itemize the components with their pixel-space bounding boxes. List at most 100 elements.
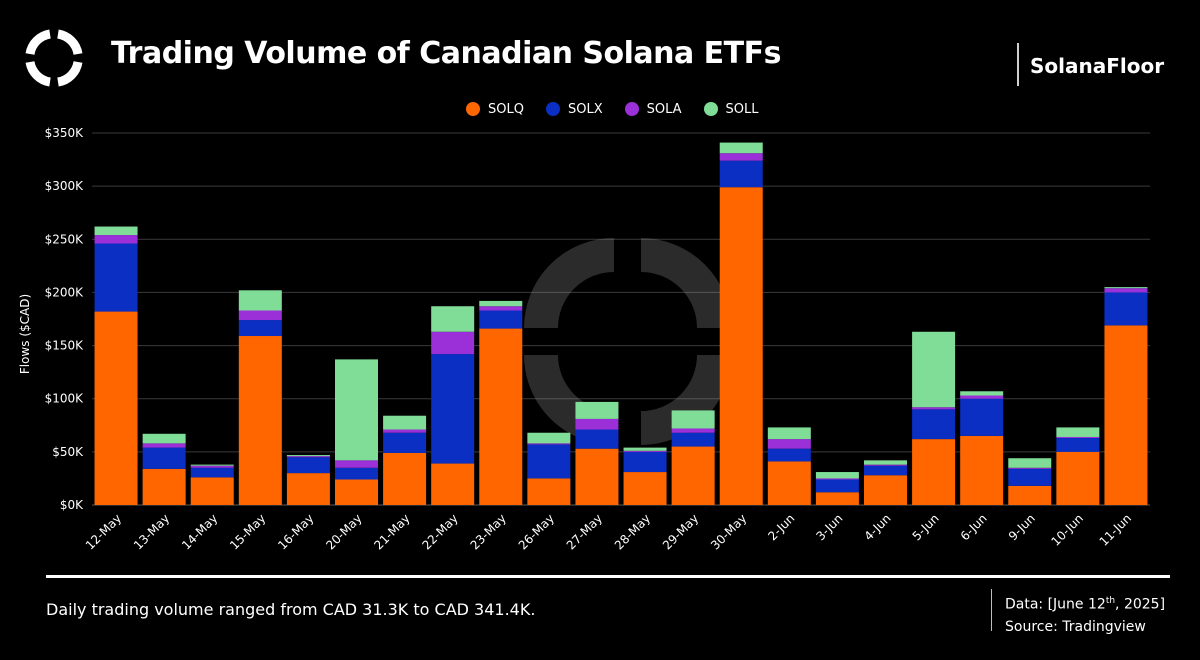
data-date-suffix: , 2025] (1115, 596, 1166, 613)
x-tick-label: 30-May (708, 511, 749, 552)
bar-segment-sola (1056, 436, 1100, 439)
legend-swatch-sola (624, 102, 639, 116)
x-tick-label: 23-May (468, 511, 509, 552)
bar-segment-soll (1104, 287, 1148, 289)
data-source: Source: Tradingview (1005, 618, 1146, 635)
x-tick-label: 22-May (419, 511, 460, 552)
chart-legend: SOLQ SOLX SOLA SOLL (466, 99, 759, 119)
bar-segment-solx (575, 429, 619, 449)
x-tick-label: 2-Jun (765, 511, 797, 543)
legend-item-soll: SOLL (703, 101, 759, 117)
bar-segment-solx (1008, 468, 1052, 486)
bar-segment-soll (527, 432, 571, 444)
bar-segment-solq (960, 435, 1004, 505)
bar-segment-sola (238, 310, 282, 321)
y-tick-label: $0K (60, 498, 84, 512)
bar-segment-solq (190, 477, 234, 505)
x-tick-label: 14-May (179, 511, 220, 552)
bar-segment-solq (479, 328, 523, 505)
brand-divider (1017, 43, 1019, 86)
bar-segment-solx (527, 444, 571, 479)
x-tick-label: 9-Jun (1006, 511, 1038, 543)
legend-item-solq: SOLQ (466, 102, 524, 117)
x-tick-label: 6-Jun (958, 511, 990, 543)
bar-segment-sola (383, 429, 427, 433)
legend-item-solx: SOLX (545, 102, 603, 117)
bar-segment-soll (767, 427, 811, 440)
bar-segment-solq (575, 448, 619, 505)
bar-segment-solq (1104, 325, 1148, 505)
legend-item-sola: SOLA (624, 101, 682, 117)
bar-segment-sola (575, 418, 619, 430)
bar-segment-solq (431, 463, 475, 505)
x-tick-label: 29-May (660, 511, 701, 552)
bar-segment-sola (623, 450, 667, 452)
bar-segment-solq (335, 479, 378, 505)
bar-segment-sola (1104, 288, 1148, 293)
bar-segment-solx (238, 320, 282, 337)
bar-segment-sola (767, 439, 811, 449)
bar-segment-sola (864, 464, 907, 466)
bar-segment-soll (190, 464, 234, 466)
legend-swatch-solx (545, 102, 560, 116)
legend-label-soll: SOLL (725, 101, 759, 117)
x-tick-label: 21-May (371, 511, 412, 552)
bar-segment-solq (623, 472, 667, 505)
x-tick-label: 5-Jun (910, 511, 942, 543)
x-tick-label: 11-Jun (1097, 511, 1134, 548)
x-axis-ticks: 12-May 13-May 14-May 15-May 16-May 20-May 21-M… (83, 511, 1134, 552)
data-date: Data: [June 12th, 2025] (1005, 590, 1165, 616)
bar-segment-soll (1056, 427, 1100, 437)
bar-segment-soll (142, 433, 186, 444)
bar-segment-sola (527, 443, 571, 445)
bar-segment-solq (864, 475, 907, 505)
bar-segment-soll (960, 391, 1004, 396)
bar-segment-solx (767, 448, 811, 462)
y-tick-label: $200K (45, 285, 85, 299)
bar-segment-soll (479, 300, 523, 307)
y-tick-label: $300K (45, 179, 85, 193)
bar-segment-sola (912, 407, 956, 410)
bar-segment-soll (623, 447, 667, 451)
source-divider (991, 589, 992, 631)
legend-label-solq: SOLQ (488, 101, 524, 117)
source-block: Data: [June 12th, 2025] Source: Tradingv… (1005, 590, 1165, 638)
x-tick-label: 15-May (227, 511, 268, 552)
bar-segment-solq (238, 336, 282, 505)
legend-label-sola: SOLA (646, 101, 682, 117)
bar-segment-solx (671, 432, 715, 447)
bar-segment-soll (912, 331, 956, 408)
y-axis-ticks: $0K $50K $100K $150K $200K $250K $300K $350K (45, 126, 85, 512)
x-tick-label: 28-May (612, 511, 653, 552)
bar-segment-soll (94, 226, 138, 236)
bar-segment-solq (767, 461, 811, 505)
bar-segment-solx (623, 451, 667, 473)
bars (94, 142, 1148, 505)
bar-segment-solq (286, 473, 330, 505)
bar-segment-solx (960, 398, 1004, 436)
legend-swatch-soll (703, 102, 718, 116)
bar-segment-solq (383, 452, 427, 505)
legend-swatch-solq (466, 102, 480, 116)
y-tick-label: $150K (45, 339, 85, 353)
x-tick-label: 3-Jun (813, 511, 845, 543)
x-tick-label: 4-Jun (862, 511, 894, 543)
bar-segment-solq (1008, 485, 1052, 505)
x-tick-label: 13-May (131, 511, 172, 552)
bar-segment-sola (286, 456, 330, 458)
bar-segment-soll (1008, 458, 1052, 468)
y-tick-label: $250K (45, 232, 85, 246)
bar-segment-soll (719, 142, 763, 154)
y-tick-label: $350K (45, 126, 85, 140)
watermark-logo (524, 238, 731, 445)
bar-segment-solx (431, 354, 475, 464)
bar-segment-solq (1056, 451, 1100, 505)
brand-name: SolanaFloor (1030, 54, 1165, 78)
bar-segment-solq (94, 311, 138, 505)
bar-segment-sola (142, 443, 186, 448)
summary-text: Daily trading volume ranged from CAD 31.… (46, 600, 536, 619)
bar-segment-solx (383, 432, 427, 453)
bar-segment-soll (238, 290, 282, 311)
x-tick-label: 27-May (564, 511, 605, 552)
bar-segment-solx (1056, 438, 1100, 452)
